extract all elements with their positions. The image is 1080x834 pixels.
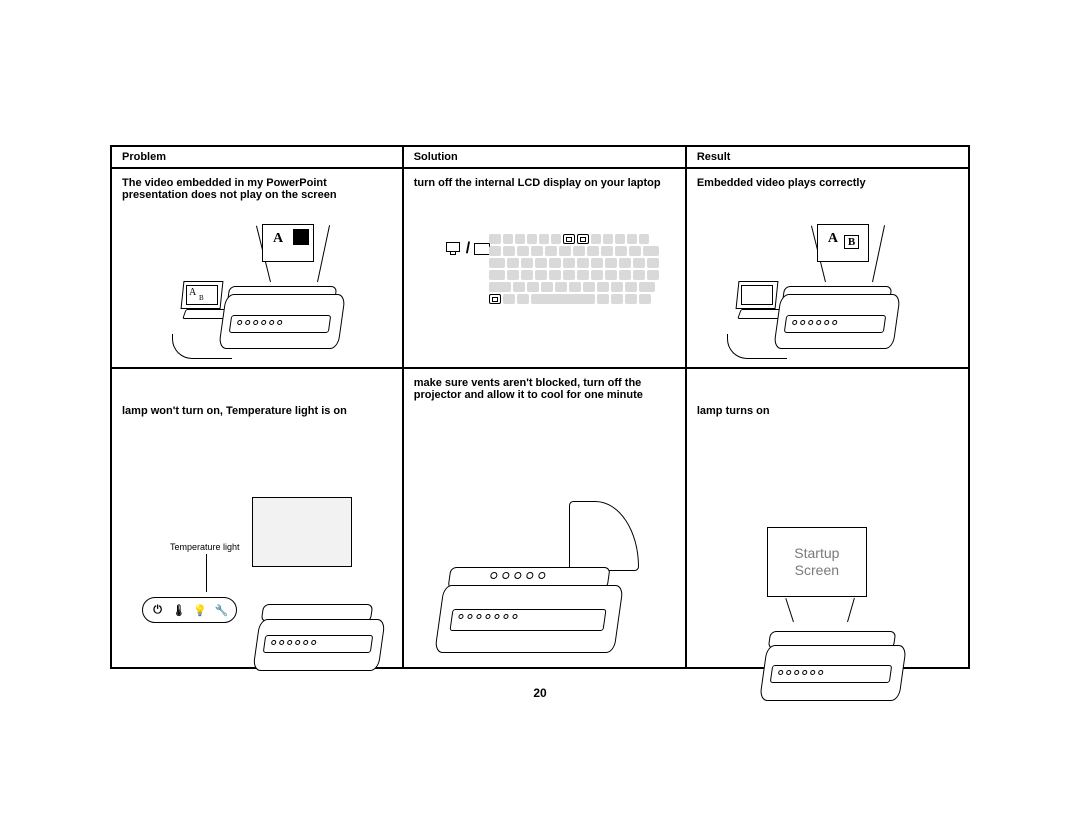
problem-text: lamp won't turn on, Temperature light is…: [122, 405, 392, 417]
cell-solution-1: turn off the internal LCD display on you…: [403, 168, 686, 368]
projector-panel: [784, 315, 887, 333]
keyboard-icon: [489, 234, 659, 306]
projector-icon: [429, 551, 639, 661]
fn-key-2: [577, 234, 589, 244]
header-problem: Problem: [111, 146, 403, 168]
cell-solution-2: make sure vents aren't blocked, turn off…: [403, 368, 686, 668]
lamp-icon: 💡: [193, 603, 207, 617]
solution-text: make sure vents aren't blocked, turn off…: [414, 377, 675, 401]
projection-beam: A B: [817, 224, 877, 284]
illustration-keyboard: /: [434, 234, 664, 334]
projection-beam: A: [262, 224, 322, 284]
callout-line: [206, 554, 207, 592]
blank-screen-icon: [252, 497, 352, 567]
projector-icon: [252, 587, 392, 677]
table-row: lamp won't turn on, Temperature light is…: [111, 368, 969, 668]
startup-screen-icon: StartupScreen: [767, 527, 867, 597]
label-a: A: [273, 231, 283, 247]
fn-key-bottom: [489, 294, 501, 304]
illustration-projector-problem: A B A: [172, 224, 352, 359]
label-b: B: [844, 235, 859, 249]
troubleshooting-table: Problem Solution Result The video embedd…: [110, 145, 970, 669]
cell-problem-2: lamp won't turn on, Temperature light is…: [111, 368, 403, 668]
header-solution: Solution: [403, 146, 686, 168]
solution-text: turn off the internal LCD display on you…: [414, 177, 675, 189]
table-row: The video embedded in my PowerPoint pres…: [111, 168, 969, 368]
label-a: A: [828, 231, 838, 247]
cell-problem-1: The video embedded in my PowerPoint pres…: [111, 168, 403, 368]
power-icon: ⏻: [151, 603, 165, 617]
illustration-lamp-problem: Temperature light ⏻ 🌡 💡 🔧: [132, 487, 392, 687]
result-text: Embedded video plays correctly: [697, 177, 958, 189]
temperature-icon: 🌡: [172, 603, 186, 617]
problem-text: The video embedded in my PowerPoint pres…: [122, 177, 392, 201]
cell-result-2: lamp turns on StartupScreen: [686, 368, 969, 668]
result-text: lamp turns on: [697, 405, 958, 417]
led-panel-icon: ⏻ 🌡 💡 🔧: [142, 597, 237, 623]
illustration-startup: StartupScreen: [717, 507, 947, 707]
startup-text: StartupScreen: [794, 545, 839, 579]
page-number: 20: [0, 686, 1080, 700]
service-icon: 🔧: [214, 603, 228, 617]
cell-result-1: Embedded video plays correctly A: [686, 168, 969, 368]
page-content: Problem Solution Result The video embedd…: [110, 145, 970, 669]
display-toggle-icon: /: [444, 240, 490, 258]
fn-key-1: [563, 234, 575, 244]
illustration-projector-result: A B: [727, 224, 907, 359]
black-box-icon: [293, 229, 309, 245]
table-header-row: Problem Solution Result: [111, 146, 969, 168]
header-result: Result: [686, 146, 969, 168]
projector-panel: [229, 315, 332, 333]
temperature-label: Temperature light: [170, 542, 240, 552]
illustration-vents: [429, 491, 679, 671]
